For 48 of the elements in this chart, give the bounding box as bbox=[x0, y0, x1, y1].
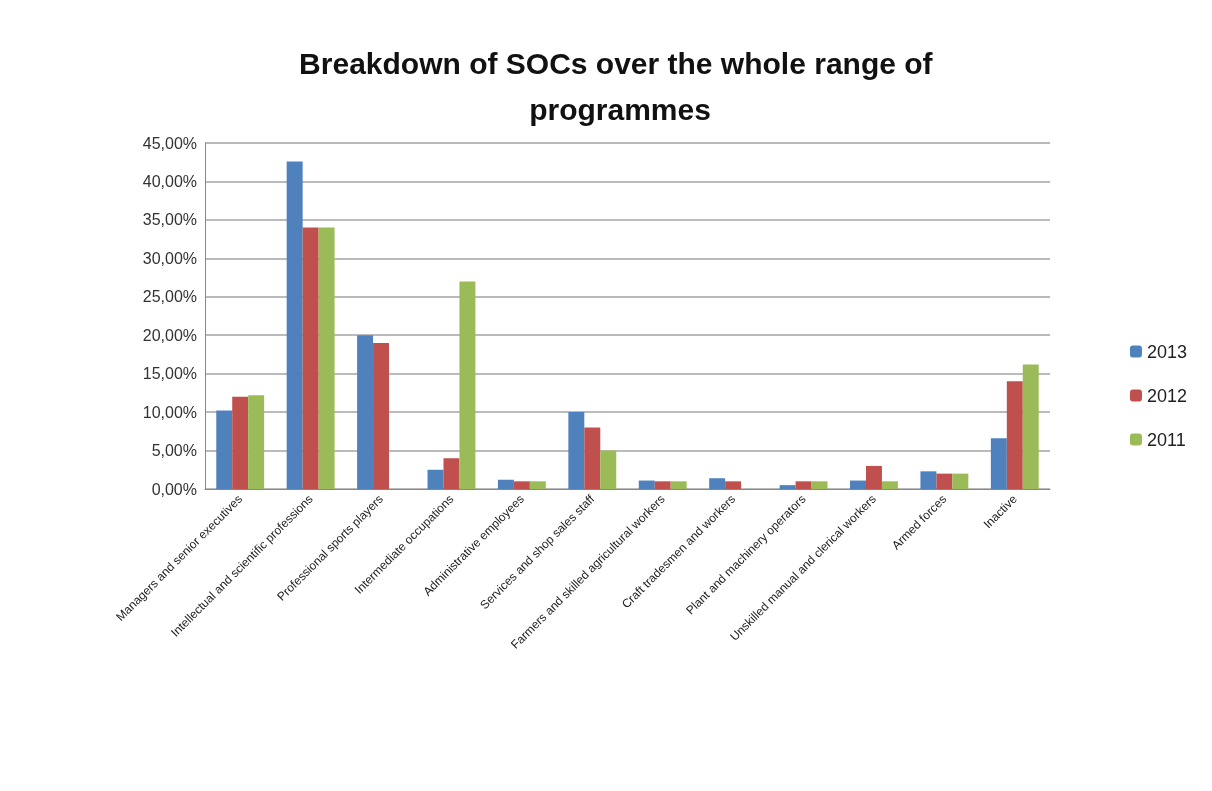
bar bbox=[709, 478, 726, 489]
y-tick-label: 0,00% bbox=[151, 480, 197, 498]
bar bbox=[513, 481, 530, 489]
bar bbox=[459, 281, 476, 489]
bar bbox=[920, 471, 937, 489]
y-tick-label: 10,00% bbox=[142, 403, 197, 421]
bar bbox=[357, 335, 374, 489]
bar bbox=[232, 396, 249, 489]
bar bbox=[795, 481, 812, 489]
bar bbox=[654, 481, 671, 489]
bar bbox=[811, 481, 828, 489]
bar bbox=[600, 450, 617, 489]
bar bbox=[427, 469, 444, 489]
bar bbox=[850, 480, 866, 489]
bar bbox=[1022, 364, 1039, 489]
legend-label: 2011 bbox=[1146, 429, 1186, 450]
y-tick-label: 25,00% bbox=[142, 288, 197, 306]
bar bbox=[443, 458, 460, 489]
bar bbox=[1006, 381, 1023, 489]
y-tick-label: 30,00% bbox=[142, 249, 197, 267]
bar bbox=[936, 473, 953, 489]
bar bbox=[302, 227, 319, 489]
bar bbox=[497, 479, 514, 489]
y-tick-label: 40,00% bbox=[142, 172, 197, 190]
y-tick-label: 5,00% bbox=[151, 442, 197, 460]
bar bbox=[779, 485, 796, 489]
bar bbox=[286, 161, 303, 489]
y-tick-label: 35,00% bbox=[142, 211, 197, 229]
legend-label: 2012 bbox=[1146, 385, 1187, 406]
y-tick-label: 45,00% bbox=[142, 134, 197, 152]
y-tick-label: 15,00% bbox=[142, 365, 197, 383]
bar bbox=[670, 481, 687, 489]
bar bbox=[638, 480, 655, 489]
chart-title: Breakdown of SOCs over the whole range of programmes bbox=[299, 46, 941, 126]
bar bbox=[216, 410, 233, 489]
bar bbox=[248, 395, 265, 489]
bar bbox=[865, 465, 882, 489]
bar bbox=[318, 227, 335, 489]
bar bbox=[881, 481, 898, 489]
bar bbox=[373, 342, 390, 489]
bar bbox=[529, 481, 546, 489]
bar bbox=[725, 481, 742, 489]
bar bbox=[952, 473, 969, 489]
y-tick-label: 20,00% bbox=[142, 326, 197, 344]
legend-label: 2013 bbox=[1146, 341, 1187, 362]
bar bbox=[990, 438, 1007, 489]
bar bbox=[584, 427, 601, 489]
bar bbox=[568, 412, 585, 489]
